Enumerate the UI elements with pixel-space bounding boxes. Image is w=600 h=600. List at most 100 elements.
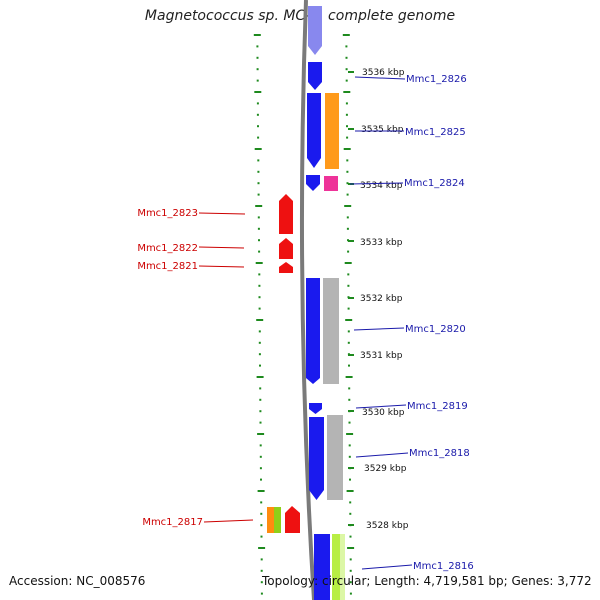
feature-bar-lightgreen[interactable] (340, 534, 345, 600)
gene-labels-left: Mmc1_2823 Mmc1_2822 Mmc1_2821 Mmc1_2817 (137, 208, 254, 528)
tick-dot (259, 398, 262, 401)
feature-bar-green[interactable] (274, 507, 281, 533)
tick-dot (344, 205, 352, 207)
cds-reverse[interactable] (279, 262, 293, 273)
tick-dot (257, 136, 260, 139)
tick-dot (346, 193, 349, 196)
tick-dot (348, 421, 351, 424)
tick-dot (347, 547, 355, 549)
tick-dot (349, 569, 352, 572)
kbp-label: 3529 kbp (364, 464, 407, 474)
gene-label[interactable]: Mmc1_2819 (407, 401, 468, 412)
tick-dot (258, 273, 261, 276)
tick-dot (344, 262, 352, 264)
tick-dot (259, 444, 262, 447)
tick-dot (257, 182, 260, 185)
tick-dot (345, 376, 353, 378)
tick-dot (258, 307, 261, 310)
tick-dot (258, 284, 261, 287)
tick-dot (347, 341, 350, 344)
tick-dot (260, 501, 263, 504)
feature-bar-gray[interactable] (327, 415, 343, 500)
cds-reverse[interactable] (279, 238, 293, 259)
cds-reverse[interactable] (285, 506, 300, 533)
cds-forward[interactable] (308, 6, 322, 55)
tick-dot (348, 387, 351, 390)
tick-dot (259, 410, 262, 413)
kbp-label: 3528 kbp (366, 521, 409, 531)
cds-reverse[interactable] (279, 194, 293, 234)
tick-dot (349, 478, 351, 481)
accession-text: Accession: NC_008576 (9, 574, 146, 588)
cds-forward[interactable] (307, 93, 321, 168)
kbp-label: 3536 kbp (362, 68, 405, 78)
tick-dot (349, 512, 352, 515)
tick-dot (256, 56, 259, 59)
tick-dot (260, 535, 263, 538)
gene-label[interactable]: Mmc1_2825 (405, 127, 466, 138)
tick-dot (256, 113, 259, 116)
tick-dot (346, 216, 349, 219)
feature-bar-gray[interactable] (323, 278, 339, 384)
gene-label[interactable]: Mmc1_2816 (413, 561, 474, 572)
kbp-label: 3531 kbp (360, 351, 403, 361)
tick-dot (345, 56, 348, 59)
gene-label[interactable]: Mmc1_2821 (137, 261, 198, 272)
tick-dot (257, 216, 260, 219)
kbp-label: 3535 kbp (361, 125, 404, 135)
tick-dot (257, 490, 265, 492)
tick-dot (257, 227, 260, 230)
tick-dot (349, 535, 352, 538)
tick-dot (347, 330, 350, 333)
feature-bar-orange[interactable] (267, 507, 274, 533)
tick-dot (347, 250, 350, 253)
tick-dot (345, 45, 348, 48)
tick-dot (259, 421, 262, 424)
tick-dot (259, 364, 261, 367)
kbp-label: 3533 kbp (360, 238, 403, 248)
tick-dot (260, 478, 262, 481)
tick-dot (258, 353, 261, 356)
genome-backbone (299, 0, 316, 600)
map-title: Magnetococcus sp. MC-1, complete genome (144, 8, 456, 24)
cds-forward[interactable] (309, 403, 322, 414)
tick-dot (256, 79, 259, 82)
gene-label[interactable]: Mmc1_2822 (137, 243, 198, 254)
cds-forward[interactable] (314, 534, 330, 600)
cds-forward[interactable] (306, 278, 320, 384)
feature-bar-orange[interactable] (325, 93, 339, 169)
tick-dot (255, 205, 263, 207)
tick-dot (260, 512, 263, 515)
cds-forward[interactable] (308, 62, 322, 90)
tick-dot (258, 547, 266, 549)
tick-dot (260, 558, 263, 561)
feature-bar-green[interactable] (332, 534, 340, 600)
gene-label[interactable]: Mmc1_2817 (142, 517, 203, 528)
tick-dot (349, 592, 352, 595)
gene-label[interactable]: Mmc1_2823 (137, 208, 198, 219)
tick-dot (257, 170, 260, 173)
tick-dot (345, 113, 348, 116)
tick-dot (346, 433, 354, 435)
tick-dot (254, 148, 262, 150)
tick-dot (346, 136, 349, 139)
gene-label[interactable]: Mmc1_2820 (405, 324, 466, 335)
tick-dot (348, 455, 351, 458)
kbp-scale: 3536 kbp 3535 kbp 3534 kbp 3533 kbp 3532… (348, 68, 409, 531)
tick-dot (260, 581, 263, 584)
gene-label[interactable]: Mmc1_2826 (406, 74, 467, 85)
feature-bar-pink[interactable] (324, 176, 338, 191)
tick-dot (258, 330, 261, 333)
tick-dot (347, 284, 350, 287)
gene-label[interactable]: Mmc1_2824 (404, 178, 465, 189)
tick-dot (260, 592, 263, 595)
tick-dot (258, 239, 260, 242)
cds-forward[interactable] (306, 175, 320, 191)
tick-dot (346, 490, 354, 492)
tick-dot (346, 227, 349, 230)
tick-dot (256, 376, 264, 378)
tick-dot (345, 319, 353, 321)
gene-label[interactable]: Mmc1_2818 (409, 448, 470, 459)
cds-forward[interactable] (309, 417, 324, 500)
